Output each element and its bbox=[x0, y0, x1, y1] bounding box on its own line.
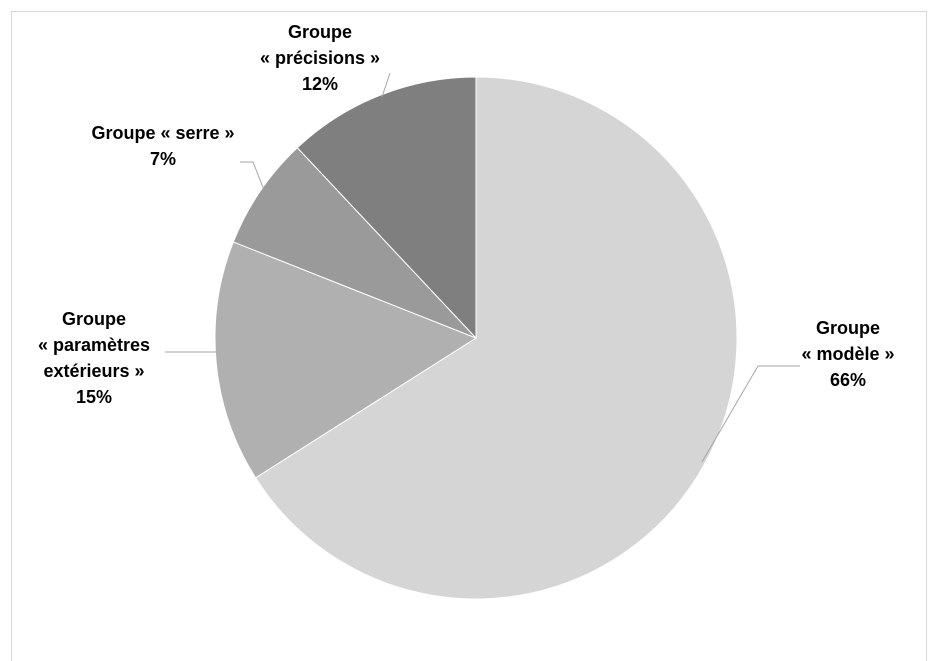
leader-line-modele bbox=[701, 365, 800, 463]
data-label-value: 7% bbox=[150, 149, 176, 169]
slice-labels: Groupe « modèle » 66% Groupe « paramètres ext… bbox=[38, 22, 895, 407]
data-label-serre: Groupe « serre » 7% bbox=[91, 123, 234, 169]
data-label-value: 15% bbox=[76, 387, 112, 407]
data-label-precisions: Groupe « précisions » 12% bbox=[260, 22, 380, 94]
pie-slices bbox=[214, 76, 738, 600]
leader-line-precisions bbox=[381, 72, 391, 98]
pie-slice-modele bbox=[254, 76, 738, 600]
leader-lines bbox=[165, 72, 800, 463]
pie-slice-precisions bbox=[296, 76, 477, 340]
data-label-line: Groupe bbox=[816, 318, 880, 338]
pie-slice-serre bbox=[232, 147, 477, 339]
data-label-line: « précisions » bbox=[260, 48, 380, 68]
data-label-modele: Groupe « modèle » 66% bbox=[801, 318, 894, 390]
data-label-value: 12% bbox=[302, 74, 338, 94]
data-label-value: 66% bbox=[830, 370, 866, 390]
data-label-line: « modèle » bbox=[801, 344, 894, 364]
data-label-line: Groupe bbox=[62, 309, 126, 329]
leader-line-serre bbox=[240, 161, 265, 191]
data-label-parametres-exterieurs: Groupe « paramètres extérieurs » 15% bbox=[38, 309, 150, 407]
data-label-line: « paramètres bbox=[38, 335, 150, 355]
data-label-line: Groupe bbox=[288, 22, 352, 42]
data-label-line: extérieurs » bbox=[43, 361, 144, 381]
data-label-line: Groupe « serre » bbox=[91, 123, 234, 143]
pie-slice-parametres-exterieurs bbox=[214, 241, 478, 479]
